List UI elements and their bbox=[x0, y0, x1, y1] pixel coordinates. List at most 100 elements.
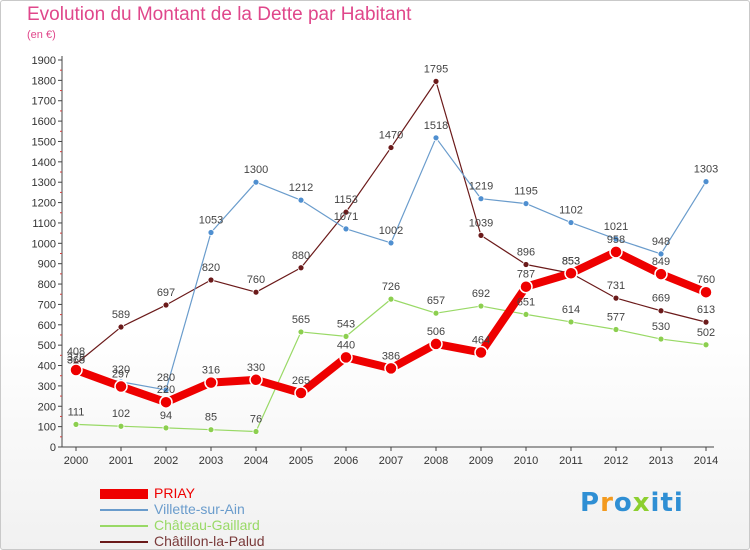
logo-letter: x bbox=[632, 488, 651, 518]
data-label-villette-sur-ain: 948 bbox=[652, 236, 670, 248]
x-tick-label: 2013 bbox=[649, 455, 673, 467]
data-label-chateau-gaillard: 565 bbox=[292, 314, 310, 326]
data-point-chatillon-la-palud bbox=[342, 208, 350, 216]
data-label-priay: 464 bbox=[472, 334, 490, 346]
data-point-chatillon-la-palud bbox=[207, 276, 215, 284]
data-point-villette-sur-ain bbox=[432, 134, 440, 142]
data-point-chateau-gaillard bbox=[162, 424, 170, 432]
y-tick-label: 900 bbox=[38, 259, 56, 271]
data-point-priay bbox=[204, 375, 218, 390]
logo-letter: r bbox=[600, 488, 614, 518]
data-label-chatillon-la-palud: 1039 bbox=[469, 217, 493, 229]
data-label-villette-sur-ain: 1518 bbox=[424, 120, 448, 132]
data-point-chateau-gaillard bbox=[612, 326, 620, 333]
y-tick-label: 600 bbox=[38, 320, 56, 332]
y-tick-label: 1500 bbox=[32, 136, 56, 148]
data-label-priay: 316 bbox=[202, 365, 220, 377]
data-label-chateau-gaillard: 530 bbox=[652, 321, 670, 333]
data-point-villette-sur-ain bbox=[252, 178, 260, 186]
x-tick-label: 2009 bbox=[469, 455, 493, 467]
data-point-priay bbox=[564, 266, 578, 281]
data-label-chatillon-la-palud: 1470 bbox=[379, 130, 403, 142]
data-label-chatillon-la-palud: 896 bbox=[517, 246, 535, 258]
data-point-chatillon-la-palud bbox=[702, 318, 710, 326]
data-point-villette-sur-ain bbox=[207, 229, 215, 236]
data-point-chatillon-la-palud bbox=[612, 294, 620, 302]
data-label-chateau-gaillard: 76 bbox=[250, 414, 262, 426]
y-tick-label: 1000 bbox=[32, 238, 56, 250]
y-tick-label: 100 bbox=[38, 422, 56, 434]
data-point-priay bbox=[339, 350, 353, 365]
data-label-priay: 787 bbox=[517, 269, 535, 281]
x-tick-label: 2002 bbox=[154, 455, 178, 467]
data-label-chatillon-la-palud: 697 bbox=[157, 287, 175, 299]
y-tick-label: 1600 bbox=[32, 116, 56, 128]
legend-label: Château-Gaillard bbox=[154, 517, 260, 533]
data-point-priay bbox=[654, 267, 668, 281]
y-tick-label: 0 bbox=[50, 442, 56, 454]
x-tick-label: 2014 bbox=[694, 455, 718, 467]
unit-label: (en €) bbox=[27, 29, 56, 41]
data-point-chatillon-la-palud bbox=[252, 288, 260, 296]
legend-label: Châtillon-la-Palud bbox=[154, 533, 265, 549]
data-point-chateau-gaillard bbox=[522, 311, 530, 318]
data-point-chatillon-la-palud bbox=[432, 77, 440, 85]
data-label-priay: 378 bbox=[67, 352, 85, 364]
data-label-villette-sur-ain: 1300 bbox=[244, 164, 268, 176]
data-point-priay bbox=[114, 379, 128, 394]
data-label-chateau-gaillard: 543 bbox=[337, 318, 355, 330]
logo-letter: o bbox=[613, 488, 633, 518]
data-point-chatillon-la-palud bbox=[522, 261, 530, 268]
data-point-priay bbox=[384, 361, 398, 376]
x-tick-label: 2000 bbox=[64, 455, 88, 467]
data-label-chateau-gaillard: 657 bbox=[427, 295, 445, 307]
data-label-priay: 853 bbox=[562, 255, 580, 267]
data-point-priay bbox=[429, 337, 443, 351]
data-point-villette-sur-ain bbox=[477, 195, 485, 203]
data-point-chateau-gaillard bbox=[342, 332, 350, 340]
data-label-villette-sur-ain: 1021 bbox=[604, 221, 628, 233]
y-tick-label: 1400 bbox=[32, 157, 56, 169]
data-label-villette-sur-ain: 1102 bbox=[559, 205, 583, 217]
data-label-villette-sur-ain: 365 bbox=[67, 355, 85, 367]
logo-letter: t bbox=[660, 488, 674, 518]
data-point-villette-sur-ain bbox=[522, 200, 530, 207]
x-tick-label: 2007 bbox=[379, 455, 403, 467]
data-point-chateau-gaillard bbox=[477, 302, 485, 310]
data-point-chatillon-la-palud bbox=[387, 144, 395, 151]
data-label-chatillon-la-palud: 589 bbox=[112, 309, 130, 321]
data-point-chateau-gaillard bbox=[297, 328, 305, 336]
y-tick-label: 700 bbox=[38, 299, 56, 311]
y-tick-label: 1800 bbox=[32, 75, 56, 87]
logo-letter: P bbox=[580, 488, 601, 518]
data-point-priay bbox=[69, 363, 83, 377]
logo-letter: i bbox=[650, 488, 661, 518]
data-point-chateau-gaillard bbox=[657, 335, 665, 343]
legend-swatch bbox=[100, 489, 148, 499]
data-point-villette-sur-ain bbox=[162, 386, 170, 394]
data-label-chateau-gaillard: 85 bbox=[205, 412, 217, 424]
data-label-villette-sur-ain: 1303 bbox=[694, 164, 718, 176]
data-point-priay bbox=[249, 373, 263, 387]
data-point-chateau-gaillard bbox=[207, 426, 215, 434]
data-point-villette-sur-ain bbox=[702, 178, 710, 185]
data-point-villette-sur-ain bbox=[657, 250, 665, 258]
x-tick-label: 2005 bbox=[289, 455, 313, 467]
data-label-chateau-gaillard: 94 bbox=[160, 410, 172, 422]
data-label-villette-sur-ain: 1071 bbox=[334, 211, 358, 223]
data-point-chatillon-la-palud bbox=[657, 307, 665, 315]
x-tick-label: 2001 bbox=[109, 455, 133, 467]
data-label-priay: 220 bbox=[157, 384, 175, 396]
data-point-priay bbox=[699, 285, 713, 299]
data-label-chatillon-la-palud: 760 bbox=[247, 274, 265, 286]
legend-label: Villette-sur-Ain bbox=[154, 501, 245, 517]
data-point-chatillon-la-palud bbox=[162, 301, 170, 309]
data-label-chatillon-la-palud: 613 bbox=[697, 304, 715, 316]
data-point-villette-sur-ain bbox=[342, 225, 350, 233]
y-tick-label: 400 bbox=[38, 361, 56, 373]
y-tick-label: 1300 bbox=[32, 177, 56, 189]
data-label-chatillon-la-palud: 853 bbox=[562, 255, 580, 267]
legend-swatch bbox=[100, 541, 148, 543]
data-label-chateau-gaillard: 726 bbox=[382, 281, 400, 293]
